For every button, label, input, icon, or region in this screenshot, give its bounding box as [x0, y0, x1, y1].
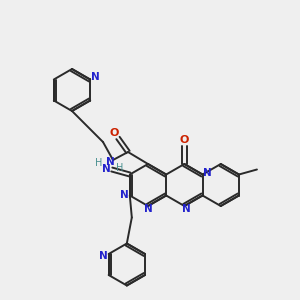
Text: N: N: [144, 204, 152, 214]
Text: N: N: [203, 167, 212, 178]
Text: O: O: [109, 128, 119, 138]
Text: N: N: [99, 251, 108, 261]
Text: O: O: [180, 135, 189, 145]
Text: H: H: [116, 163, 124, 173]
Text: N: N: [182, 204, 191, 214]
Text: N: N: [102, 164, 111, 175]
Text: N: N: [91, 73, 100, 82]
Text: H: H: [95, 158, 103, 167]
Text: N: N: [106, 157, 114, 167]
Text: N: N: [120, 190, 129, 200]
